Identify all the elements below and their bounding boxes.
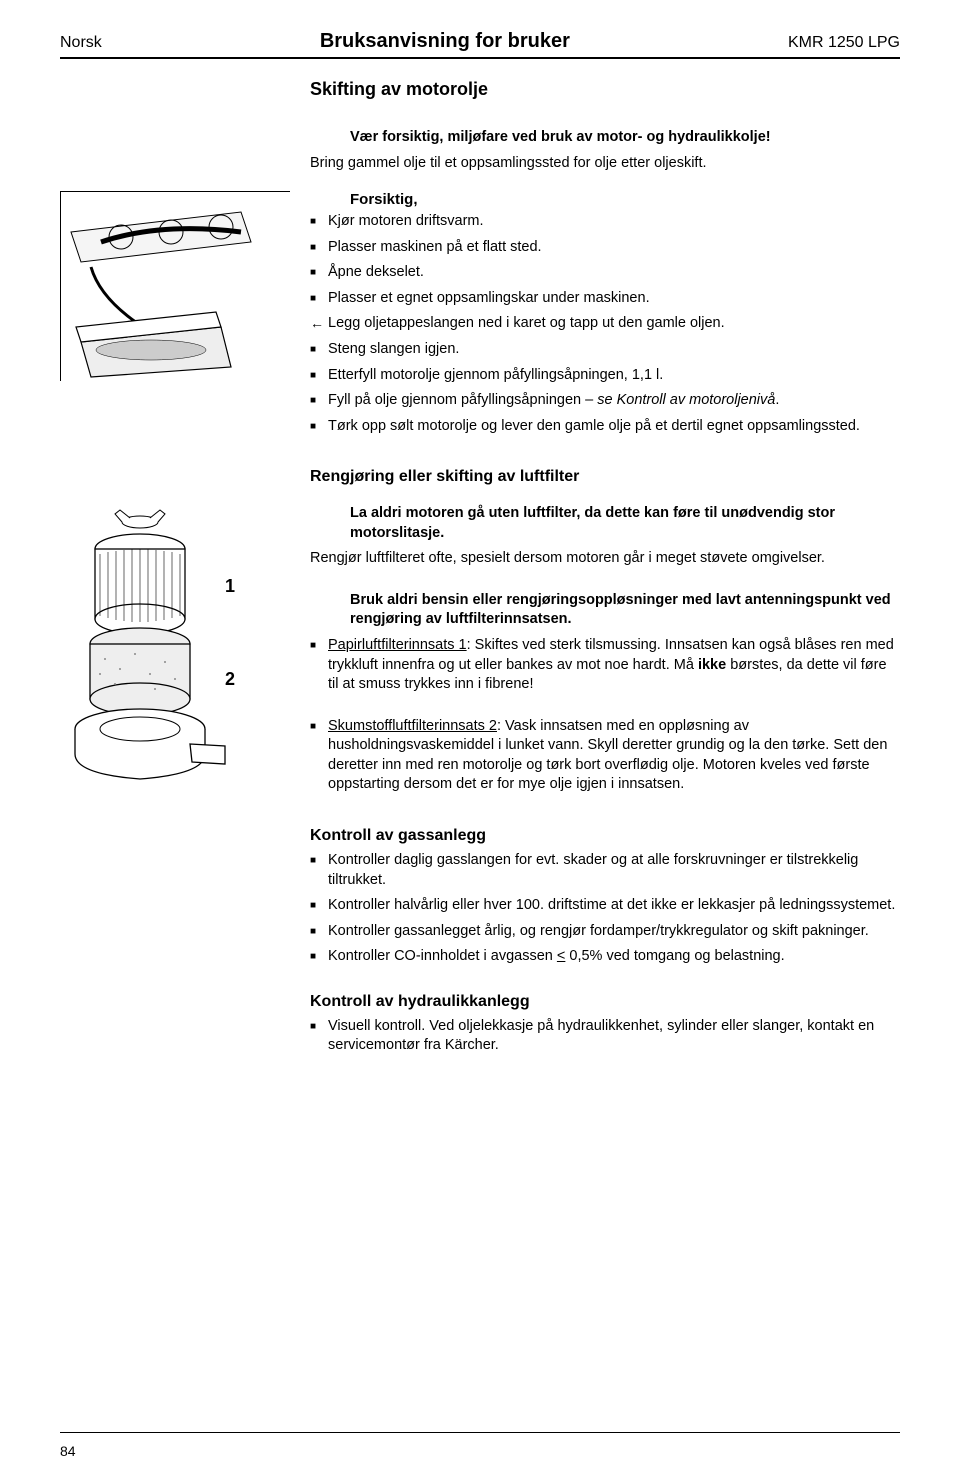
list-item: Kjør motoren driftsvarm. bbox=[310, 212, 900, 232]
list-item: Kontroller halvårlig eller hver 100. dri… bbox=[310, 896, 900, 916]
section-1-title: Skifting av motorolje bbox=[310, 79, 900, 100]
section-4-title: Kontroll av hydraulikkanlegg bbox=[310, 993, 900, 1011]
list-item: Kontroller CO-innholdet i avgassen < 0,5… bbox=[310, 947, 900, 967]
papir-bold: ikke bbox=[698, 657, 726, 673]
oil-drain-svg bbox=[61, 192, 291, 382]
illustration-air-filter: 1 2 bbox=[60, 504, 290, 784]
section-2-block1-text: Rengjør luftfilteret ofte, spesielt ders… bbox=[310, 549, 900, 569]
section-1-intro: Skifting av motorolje Vær forsiktig, mil… bbox=[310, 79, 900, 173]
section-2-block2-bold: Bruk aldri bensin eller rengjøringsopplø… bbox=[350, 591, 900, 630]
list-item: Fyll på olje gjennom påfyllingsåpningen … bbox=[310, 391, 900, 411]
list-item: Tørk opp sølt motorolje og lever den gam… bbox=[310, 417, 900, 437]
section-2-title: Rengjøring eller skifting av luftfilter bbox=[310, 468, 900, 486]
section-3-list: Kontroller daglig gasslangen for evt. sk… bbox=[310, 851, 900, 967]
list-item: Kontroller daglig gasslangen for evt. sk… bbox=[310, 851, 900, 890]
section-1-body: Forsiktig, Kjør motoren driftsvarm. Plass… bbox=[60, 191, 900, 442]
section-1-list: Kjør motoren driftsvarm. Plasser maskinen… bbox=[310, 212, 900, 436]
filter-label-1: 1 bbox=[225, 576, 235, 597]
section-2-skum-list: Skumstoffluftfilterinnsats 2: Vask innsa… bbox=[310, 717, 900, 795]
page-number: 84 bbox=[60, 1443, 76, 1459]
skum-item: Skumstoffluftfilterinnsats 2: Vask innsa… bbox=[310, 717, 900, 795]
list-item: Steng slangen igjen. bbox=[310, 340, 900, 360]
section-2-body: 1 2 La aldri motoren gå uten luftfilter,… bbox=[60, 504, 900, 801]
list-item: Plasser maskinen på et flatt sted. bbox=[310, 238, 900, 258]
section-1-subheading: Forsiktig, bbox=[350, 191, 900, 208]
list-item: Legg oljetappeslangen ned i karet og tap… bbox=[310, 314, 900, 334]
section-3-title: Kontroll av gassanlegg bbox=[310, 827, 900, 845]
page-header: Norsk Bruksanvisning for bruker KMR 1250… bbox=[60, 30, 900, 59]
papir-label: Papirluftfilterinnsats 1 bbox=[328, 637, 467, 653]
illustration-oil-drain bbox=[60, 191, 290, 381]
list-item: Kontroller gassanlegget årlig, og rengjø… bbox=[310, 922, 900, 942]
footer-divider bbox=[60, 1432, 900, 1433]
section-4-list: Visuell kontroll. Ved oljelekkasje på hy… bbox=[310, 1017, 900, 1056]
list-item: Åpne dekselet. bbox=[310, 263, 900, 283]
skum-label: Skumstoffluftfilterinnsats 2 bbox=[328, 718, 497, 734]
header-title: Bruksanvisning for bruker bbox=[320, 30, 570, 53]
papir-item: Papirluftfilterinnsats 1: Skiftes ved st… bbox=[310, 636, 900, 695]
section-1-warning-text: Bring gammel olje til et oppsamlingssted… bbox=[310, 154, 900, 174]
air-filter-svg bbox=[60, 504, 260, 784]
section-2-block1-bold: La aldri motoren gå uten luftfilter, da … bbox=[350, 504, 900, 543]
header-language: Norsk bbox=[60, 34, 102, 52]
section-2-papir-list: Papirluftfilterinnsats 1: Skiftes ved st… bbox=[310, 636, 900, 695]
header-model: KMR 1250 LPG bbox=[788, 34, 900, 52]
list-item: Plasser et egnet oppsamlingskar under ma… bbox=[310, 289, 900, 309]
list-item: Visuell kontroll. Ved oljelekkasje på hy… bbox=[310, 1017, 900, 1056]
list-item: Etterfyll motorolje gjennom påfyllingsåp… bbox=[310, 366, 900, 386]
section-1-warning-bold: Vær forsiktig, miljøfare ved bruk av mot… bbox=[350, 128, 900, 148]
filter-label-2: 2 bbox=[225, 669, 235, 690]
